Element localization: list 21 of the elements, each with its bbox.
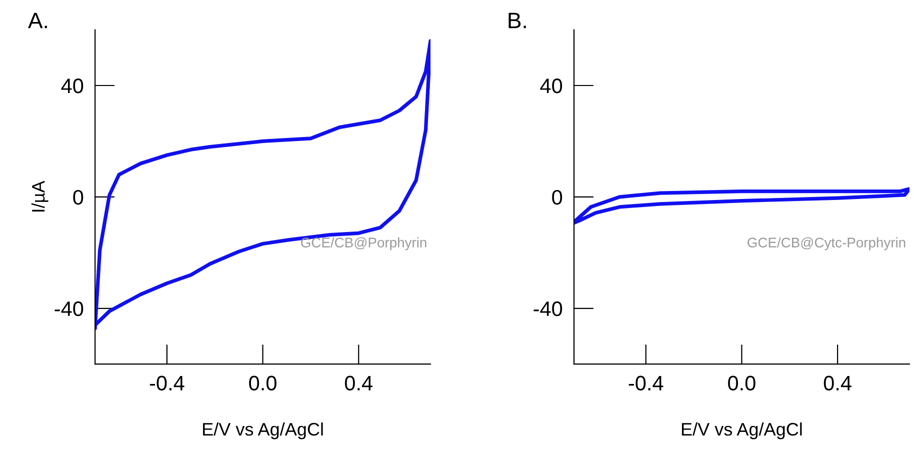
x-tick-label: 0.4 xyxy=(344,376,372,391)
line-series xyxy=(574,187,910,225)
line-series xyxy=(95,39,430,330)
x-tick-label: 0.4 xyxy=(824,376,852,391)
x-axis-title: E/V vs Ag/AgCl xyxy=(682,422,802,440)
y-tick-label: 0 xyxy=(73,190,84,205)
y-axis-title: I/µA xyxy=(31,180,48,212)
chart-title: A. xyxy=(28,12,47,28)
x-tick-label: -0.4 xyxy=(150,376,184,391)
y-tick-label: 40 xyxy=(540,78,562,94)
x-axis-title: E/V vs Ag/AgCl xyxy=(203,422,323,440)
y-tick-label: -40 xyxy=(534,301,562,316)
x-tick-label: 0.0 xyxy=(728,376,756,391)
y-tick-label: 40 xyxy=(61,78,84,94)
annotation: GCE/CB@Porphyrin xyxy=(301,237,426,250)
chart-title: B. xyxy=(508,12,526,28)
annotation: GCE/CB@Cytc-Porphyrin xyxy=(748,237,906,250)
x-tick-label: -0.4 xyxy=(628,376,664,391)
y-tick-label: 0 xyxy=(552,190,562,205)
y-tick-label: -40 xyxy=(54,301,84,316)
x-tick-label: 0.0 xyxy=(249,376,276,391)
